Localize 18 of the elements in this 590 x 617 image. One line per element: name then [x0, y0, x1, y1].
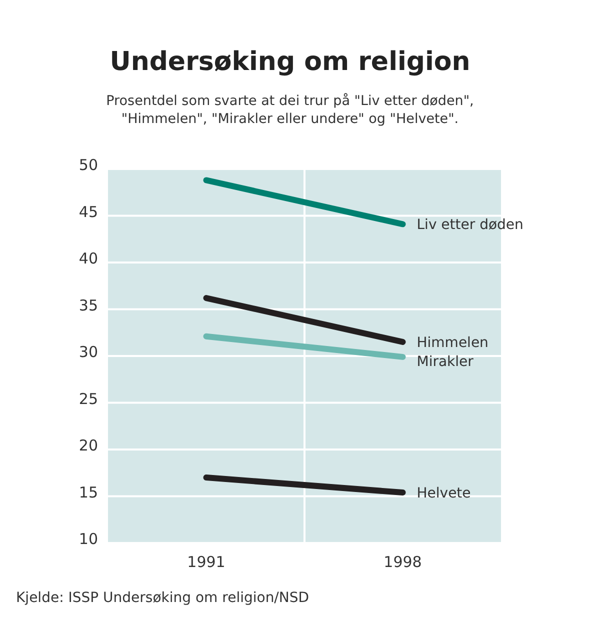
y-tick-label: 25: [78, 390, 98, 408]
y-tick-label: 50: [78, 156, 98, 174]
series-label: Himmelen: [416, 334, 488, 351]
y-tick-label: 40: [78, 250, 98, 268]
series-label: Mirakler: [416, 354, 474, 370]
series-label: Liv etter døden: [416, 217, 524, 234]
y-tick-label: 20: [78, 436, 98, 454]
chart-title: Undersøking om religion: [110, 47, 470, 77]
series-label: Helvete: [416, 486, 471, 502]
y-tick-label: 15: [78, 483, 98, 502]
text: Kjelde: ISSP Undersøking om religion/NSD: [16, 590, 310, 606]
y-tick-label: 30: [78, 343, 98, 361]
y-tick-label: 35: [78, 296, 98, 314]
y-tick-label: 10: [78, 530, 98, 548]
chart-subtitle: Prosentdel som svarte at dei trur på "Liv etter døden", "Himmelen", "Mirakler eller undere" og "Helvete".: [106, 93, 474, 127]
y-tick-label: 45: [78, 202, 98, 221]
x-tick-label: 1998: [384, 553, 422, 571]
x-tick-label: 1991: [187, 553, 226, 571]
